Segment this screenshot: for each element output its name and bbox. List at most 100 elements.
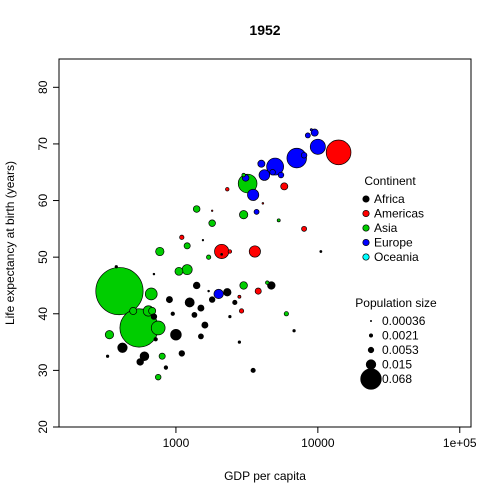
- data-point-americas: [179, 234, 185, 240]
- data-point-asia: [155, 246, 165, 257]
- data-point-asia: [265, 280, 270, 285]
- data-point-asia: [158, 352, 166, 360]
- data-point-asia: [104, 330, 114, 340]
- data-point-asia: [192, 205, 201, 213]
- data-point-africa: [267, 281, 276, 290]
- data-point-africa: [105, 354, 110, 358]
- data-point-africa: [170, 329, 182, 341]
- y-tick-label: 70: [36, 137, 50, 151]
- data-point-asia: [144, 287, 158, 301]
- data-point-africa: [207, 289, 210, 293]
- legend-label: Oceania: [374, 250, 419, 264]
- data-point-americas: [227, 249, 233, 254]
- data-point-africa: [150, 313, 158, 320]
- data-point-europe: [247, 188, 260, 201]
- legend-swatch: [362, 238, 370, 247]
- plot-frame: [58, 58, 472, 428]
- data-point-africa: [319, 250, 323, 253]
- data-point-europe: [300, 152, 308, 159]
- data-point-africa: [136, 358, 144, 366]
- data-point-africa: [220, 252, 223, 256]
- data-point-americas: [301, 225, 307, 232]
- continent-legend: Continent AfricaAmericasAsiaEuropeOceani…: [362, 174, 424, 264]
- data-point-asia: [241, 172, 246, 178]
- data-point-africa: [191, 312, 198, 318]
- x-axis-label: GDP per capita: [224, 469, 306, 483]
- legend-label: Europe: [374, 236, 413, 250]
- size-legend-dot: [367, 346, 375, 354]
- data-point-asia: [95, 267, 144, 316]
- legend-swatch: [362, 195, 370, 203]
- data-point-africa: [170, 311, 175, 316]
- data-point-americas: [325, 139, 352, 166]
- data-point-asia: [148, 307, 157, 315]
- legend-label: Asia: [374, 221, 398, 235]
- data-point-africa: [198, 333, 204, 340]
- data-point-americas: [214, 243, 230, 259]
- data-point-americas: [280, 182, 289, 191]
- data-point-africa: [250, 367, 256, 373]
- x-tick-label: 1e+05: [443, 436, 477, 450]
- y-tick-label: 30: [36, 363, 50, 377]
- data-point-asia: [283, 311, 289, 317]
- data-point-europe: [286, 147, 307, 169]
- data-point-americas: [225, 187, 230, 192]
- y-axis: 20 30 40 50 60 70 80: [36, 80, 59, 434]
- data-point-europe: [257, 159, 266, 168]
- legend-swatch: [362, 209, 370, 218]
- data-point-asia: [174, 266, 184, 276]
- data-point-asia: [129, 307, 138, 315]
- data-point-africa: [201, 239, 205, 242]
- size-legend-label: 0.068: [382, 372, 412, 386]
- data-point-asia: [206, 254, 212, 260]
- data-point-europe: [253, 208, 260, 215]
- data-point-africa: [178, 350, 185, 357]
- data-point-africa: [165, 296, 173, 304]
- data-point-europe: [213, 288, 224, 300]
- data-point-africa: [208, 296, 216, 303]
- size-legend-dot: [369, 319, 373, 323]
- size-legend-label: 0.015: [382, 358, 412, 372]
- data-point-europe: [269, 169, 276, 176]
- x-tick-label: 1000: [163, 436, 190, 450]
- data-point-africa: [228, 314, 232, 319]
- data-point-africa: [114, 265, 118, 269]
- x-tick-label: 10000: [301, 436, 335, 450]
- data-point-africa: [184, 297, 195, 308]
- data-point-europe: [277, 171, 285, 179]
- size-legend-title: Population size: [355, 296, 437, 310]
- data-point-asia: [183, 242, 191, 250]
- size-legend-dot: [360, 368, 382, 390]
- data-point-europe: [309, 138, 326, 155]
- data-point-africa: [197, 304, 205, 312]
- data-point-africa: [192, 281, 201, 290]
- data-point-americas: [254, 287, 262, 295]
- data-point-asia: [276, 218, 281, 223]
- data-point-africa: [223, 288, 232, 297]
- data-point-africa: [153, 337, 158, 342]
- data-point-asia: [181, 264, 193, 276]
- legend-swatch: [362, 224, 370, 232]
- data-points: [95, 128, 352, 381]
- y-tick-label: 80: [36, 80, 50, 94]
- population-size-legend: Population size 0.000360.00210.00530.015…: [355, 296, 437, 390]
- data-point-africa: [292, 329, 296, 333]
- data-point-africa: [237, 340, 242, 344]
- data-point-americas: [211, 209, 214, 212]
- y-tick-label: 50: [36, 250, 50, 264]
- size-legend-label: 0.0053: [382, 343, 419, 357]
- size-legend-label: 0.00036: [382, 314, 426, 328]
- data-point-europe: [304, 132, 311, 139]
- y-axis-label: Life expectancy at birth (years): [3, 161, 17, 325]
- data-point-africa: [201, 321, 209, 329]
- legend-label: Americas: [374, 207, 424, 221]
- chart-title: 1952: [249, 22, 280, 38]
- data-point-europe: [309, 128, 313, 132]
- data-point-americas: [237, 294, 242, 299]
- size-legend-dot: [368, 333, 374, 338]
- data-point-africa: [232, 299, 238, 305]
- data-point-asia: [208, 219, 216, 227]
- data-point-asia: [155, 374, 162, 381]
- data-point-americas: [239, 308, 245, 314]
